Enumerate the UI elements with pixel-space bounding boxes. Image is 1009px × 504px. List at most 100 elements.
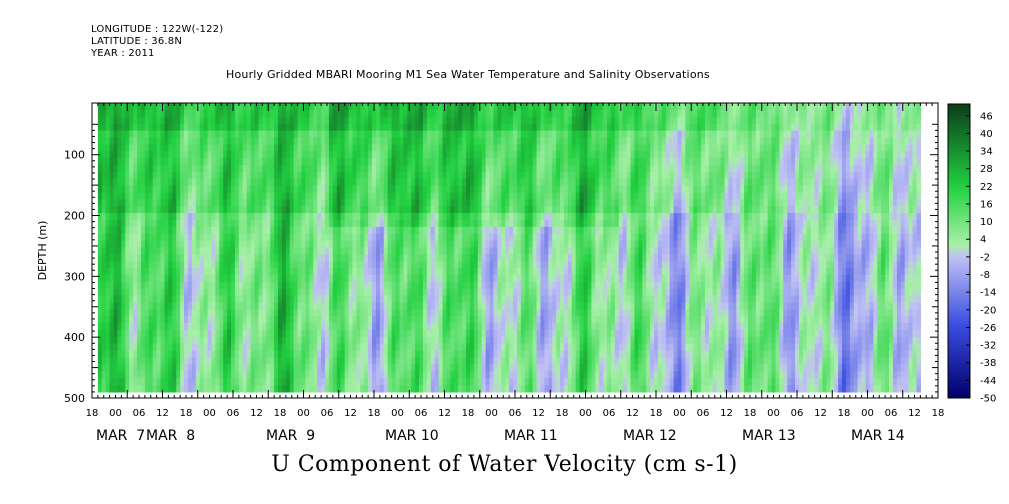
- heat-cell: [352, 316, 357, 324]
- heat-cell: [215, 185, 220, 194]
- heat-cell: [152, 336, 158, 345]
- heat-cell: [129, 309, 134, 317]
- heat-cell: [301, 302, 307, 310]
- heat-cell: [168, 109, 173, 118]
- heat-cell: [466, 385, 471, 393]
- heat-cell: [328, 378, 334, 386]
- heat-cell: [105, 137, 111, 145]
- heat-cell: [144, 281, 150, 290]
- heat-cell: [172, 316, 177, 324]
- heat-cell: [391, 309, 397, 317]
- heat-cell: [199, 171, 205, 180]
- heat-cell: [489, 130, 495, 138]
- heat-cell: [477, 116, 483, 125]
- heat-cell: [473, 247, 479, 255]
- heat-cell: [325, 219, 330, 228]
- heat-cell: [309, 171, 314, 180]
- heat-cell: [227, 357, 232, 365]
- heat-cell: [493, 330, 498, 338]
- heat-cell: [387, 336, 393, 345]
- heat-cell: [344, 103, 350, 111]
- heat-cell: [548, 309, 553, 317]
- heat-cell: [129, 288, 134, 297]
- heat-cell: [560, 109, 565, 118]
- heat-cell: [364, 295, 369, 304]
- heat-cell: [293, 199, 299, 207]
- heat-cell: [493, 158, 498, 166]
- heat-cell: [215, 192, 220, 200]
- heat-cell: [293, 130, 299, 138]
- heat-cell: [462, 385, 467, 393]
- heat-cell: [125, 185, 130, 194]
- heat-cell: [309, 302, 314, 310]
- heat-cell: [497, 288, 502, 297]
- heat-cell: [450, 281, 455, 290]
- heat-cell: [520, 254, 526, 262]
- heat-cell: [238, 323, 244, 331]
- heat-cell: [180, 247, 185, 255]
- heat-cell: [477, 343, 483, 352]
- heat-cell: [160, 137, 166, 145]
- heat-cell: [383, 213, 389, 221]
- heat-cell: [328, 323, 334, 331]
- heat-cell: [375, 385, 381, 393]
- heat-cell: [438, 309, 444, 317]
- heat-cell: [125, 357, 130, 365]
- heat-cell: [168, 323, 173, 331]
- heat-cell: [195, 164, 201, 173]
- heat-cell: [395, 171, 401, 180]
- heat-cell: [148, 151, 154, 159]
- heat-cell: [372, 247, 377, 255]
- heat-cell: [297, 350, 303, 359]
- heat-cell: [231, 254, 236, 262]
- heat-cell: [219, 309, 224, 317]
- heat-cell: [156, 178, 162, 187]
- heat-cell: [415, 302, 420, 310]
- heat-cell: [266, 274, 271, 283]
- heat-cell: [281, 137, 287, 145]
- heat-cell: [325, 109, 330, 118]
- heat-cell: [238, 350, 244, 359]
- heat-cell: [438, 219, 444, 228]
- heat-cell: [321, 247, 326, 255]
- heat-cell: [242, 385, 248, 393]
- heat-cell: [148, 350, 154, 359]
- heat-cell: [501, 226, 506, 235]
- heat-cell: [156, 302, 162, 310]
- heat-cell: [442, 178, 448, 187]
- heat-cell: [109, 199, 115, 207]
- heat-cell: [125, 254, 130, 262]
- heat-cell: [105, 164, 111, 173]
- heat-cell: [450, 254, 455, 262]
- heat-cell: [489, 336, 495, 345]
- heat-cell: [317, 274, 322, 283]
- heat-cell: [513, 240, 518, 249]
- heat-cell: [501, 233, 506, 242]
- heat-cell: [379, 309, 385, 317]
- heat-cell: [505, 185, 510, 194]
- heat-cell: [509, 164, 514, 173]
- heat-cell: [509, 233, 514, 242]
- heat-cell: [97, 171, 103, 180]
- heat-cell: [317, 247, 322, 255]
- heat-cell: [489, 357, 495, 365]
- heat-cell: [152, 151, 158, 159]
- heat-cell: [532, 219, 538, 228]
- heat-cell: [156, 226, 162, 235]
- heat-cell: [313, 336, 318, 345]
- heat-cell: [238, 123, 244, 132]
- heat-cell: [160, 378, 166, 386]
- heat-cell: [297, 281, 303, 290]
- heat-cell: [199, 247, 205, 255]
- heat-cell: [544, 109, 549, 118]
- heat-cell: [434, 343, 440, 352]
- heat-cell: [211, 316, 216, 324]
- heat-cell: [274, 137, 279, 145]
- heat-cell: [199, 103, 205, 111]
- heat-cell: [395, 240, 401, 249]
- heat-cell: [540, 378, 545, 386]
- heat-cell: [489, 137, 495, 145]
- heat-cell: [211, 281, 216, 290]
- heat-cell: [203, 213, 209, 221]
- heat-cell: [477, 295, 483, 304]
